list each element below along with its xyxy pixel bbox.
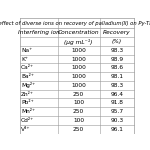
Text: 250: 250 [73,92,84,97]
Text: 100: 100 [73,100,84,105]
Text: The effect of diverse ions on recovery of palladium(II) on Py-TiO2 na: The effect of diverse ions on recovery o… [0,21,150,26]
Text: Concentration: Concentration [58,30,99,35]
Text: 95.7: 95.7 [110,109,123,114]
Text: Ca²⁺: Ca²⁺ [21,65,34,70]
Text: K⁺: K⁺ [21,57,28,61]
Text: Ba²⁺: Ba²⁺ [21,74,34,79]
Text: 1000: 1000 [71,83,86,88]
Text: 90.3: 90.3 [110,118,123,123]
Text: Na⁺: Na⁺ [21,48,32,53]
Text: Recovery: Recovery [103,30,130,35]
Text: (%): (%) [112,39,122,44]
Text: Pb²⁺: Pb²⁺ [21,100,34,105]
Text: Mg²⁺: Mg²⁺ [21,82,35,88]
Text: 98.1: 98.1 [110,74,123,79]
Text: V³⁺: V³⁺ [21,127,31,132]
Text: 250: 250 [73,127,84,132]
Text: 250: 250 [73,109,84,114]
Text: Mn²⁺: Mn²⁺ [21,109,35,114]
Text: Zn²⁺: Zn²⁺ [21,92,34,97]
Text: 1000: 1000 [71,57,86,61]
Text: 100: 100 [73,118,84,123]
Text: 98.9: 98.9 [110,57,123,61]
Text: (μg mL⁻¹): (μg mL⁻¹) [64,39,93,45]
Text: 96.1: 96.1 [110,127,123,132]
Text: Interfering ion: Interfering ion [18,30,60,35]
Text: 91.8: 91.8 [110,100,123,105]
Text: 98.6: 98.6 [110,65,123,70]
Text: 96.4: 96.4 [110,92,123,97]
Text: 1000: 1000 [71,48,86,53]
Text: 98.3: 98.3 [110,48,123,53]
Text: 98.3: 98.3 [110,83,123,88]
Text: Cd²⁺: Cd²⁺ [21,118,34,123]
Text: 1000: 1000 [71,65,86,70]
Text: 1000: 1000 [71,74,86,79]
